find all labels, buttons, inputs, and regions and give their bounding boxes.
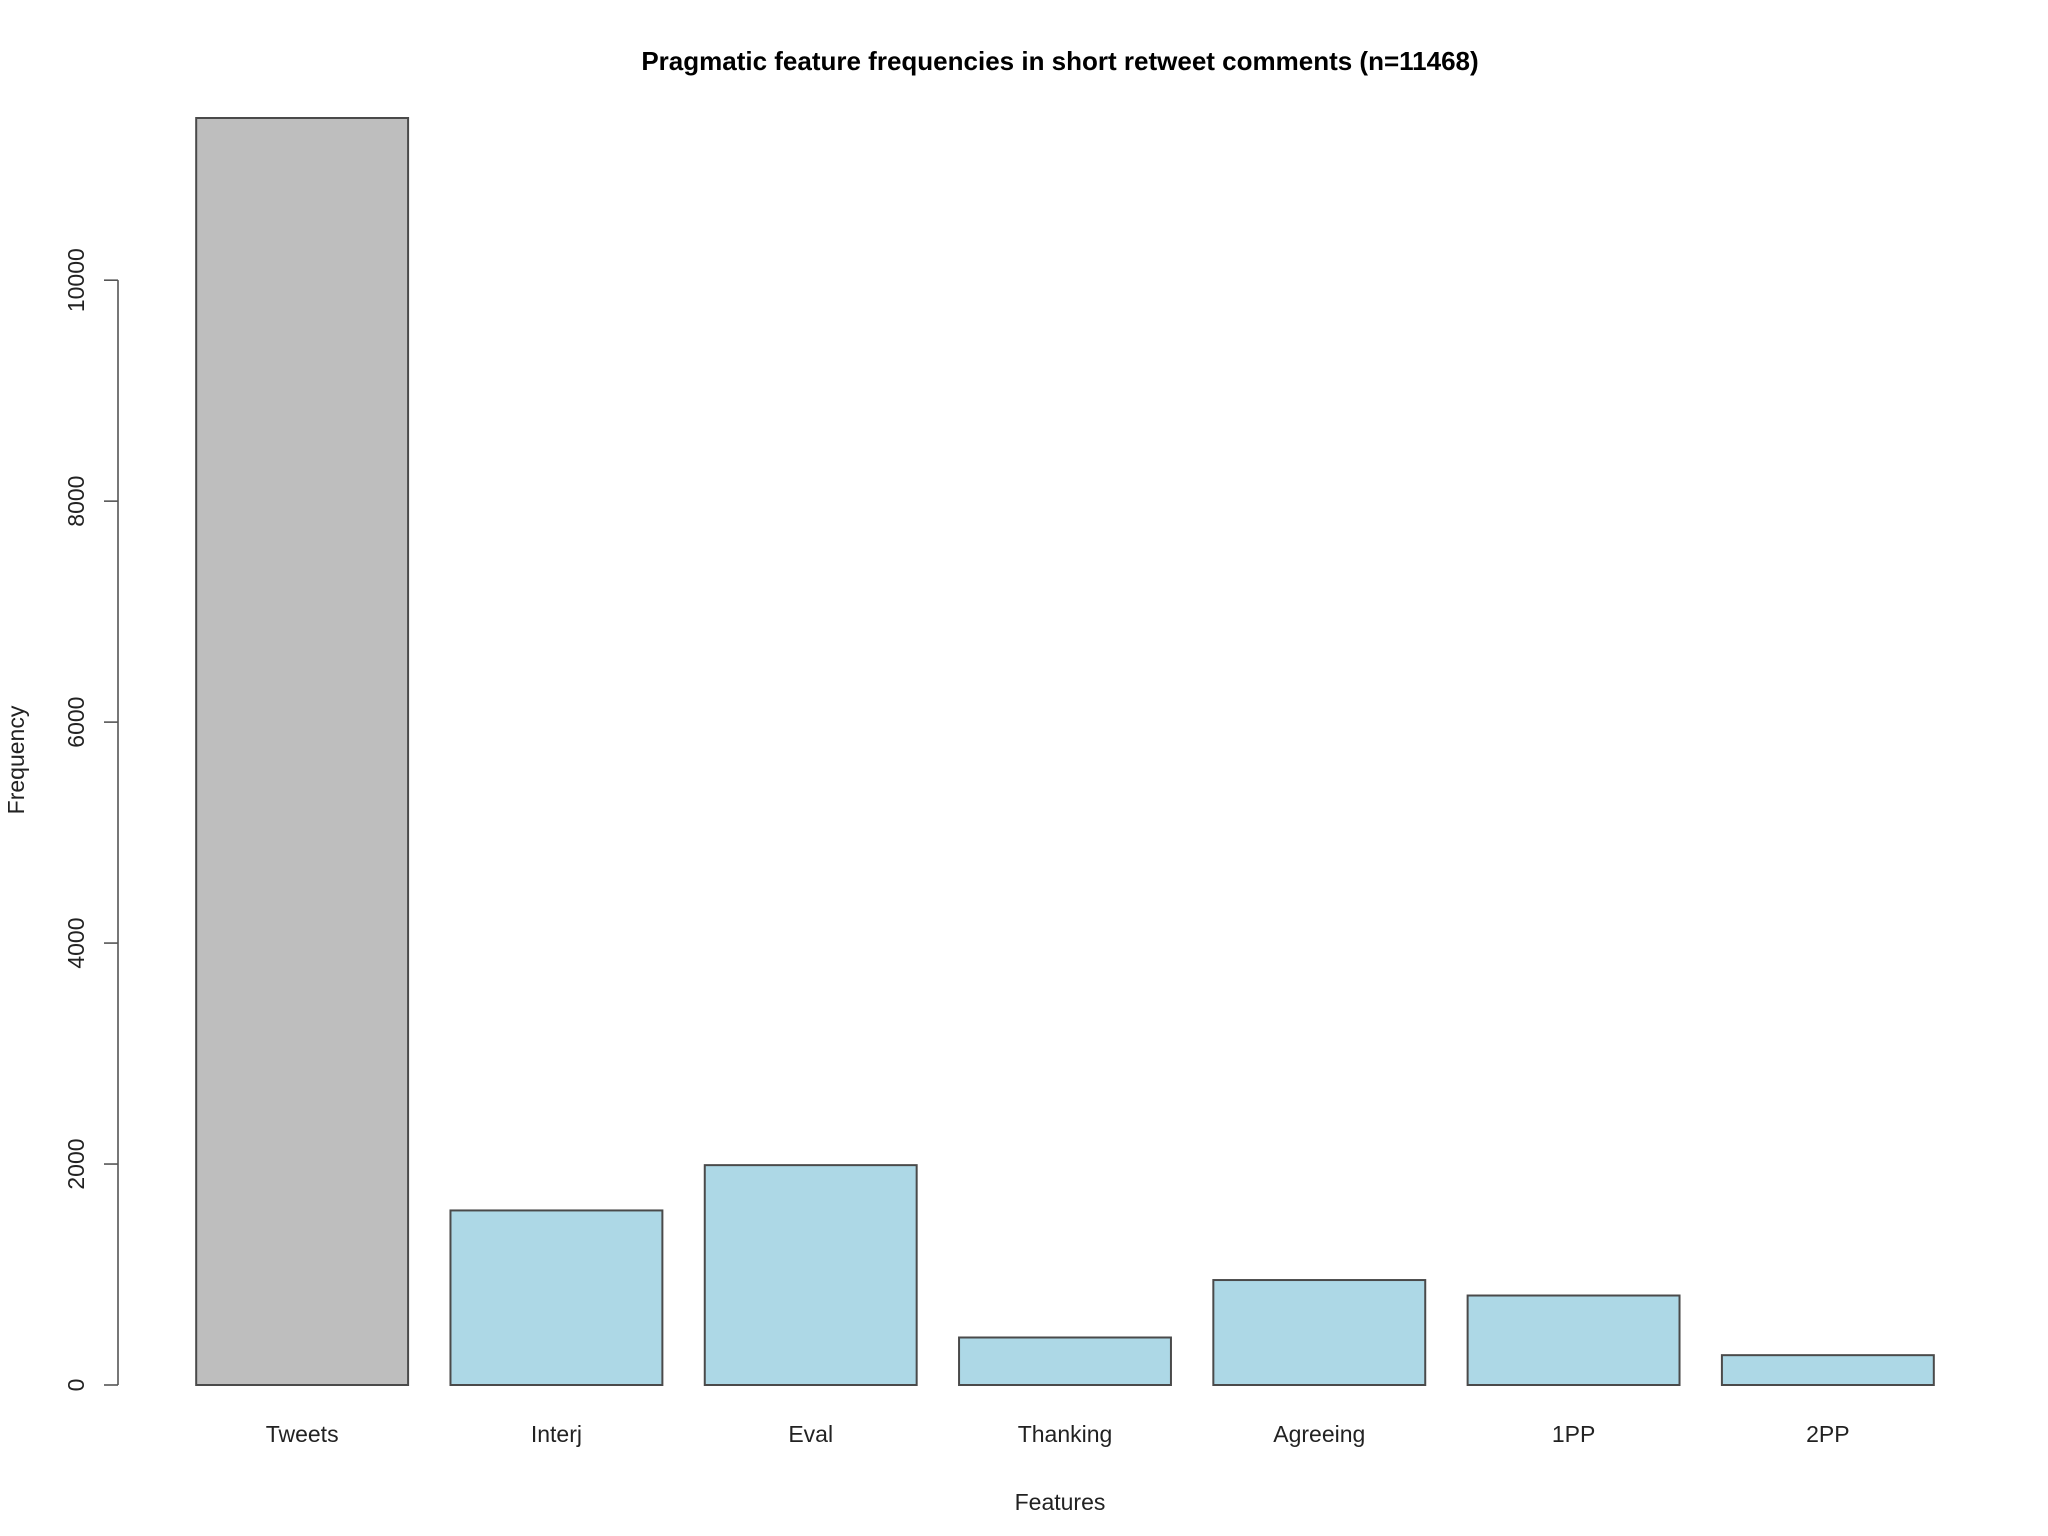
y-tick-label: 10000 — [63, 248, 89, 312]
x-tick-label: 1PP — [1552, 1421, 1595, 1447]
bar-agreeing — [1212, 1279, 1427, 1386]
y-axis: 0 2000 4000 6000 8000 10000 — [63, 248, 119, 1392]
y-axis-title: Frequency — [3, 705, 29, 814]
bar-series — [195, 117, 1935, 1387]
y-tick-label: 8000 — [63, 476, 89, 527]
bar-tweets — [195, 117, 410, 1386]
x-tick-label: Thanking — [1018, 1421, 1113, 1447]
x-tick-label: Interj — [531, 1421, 582, 1447]
bar-eval — [703, 1164, 918, 1386]
y-tick-label: 4000 — [63, 917, 89, 968]
bar-2pp — [1720, 1354, 1935, 1387]
y-tick-label: 0 — [63, 1379, 89, 1392]
x-tick-label: Eval — [788, 1421, 833, 1447]
x-tick-label: 2PP — [1806, 1421, 1849, 1447]
bar-1pp — [1466, 1294, 1681, 1387]
x-tick-label: Agreeing — [1273, 1421, 1365, 1447]
y-tick-label: 2000 — [63, 1138, 89, 1189]
bar-interj — [449, 1209, 664, 1386]
y-tick-label: 6000 — [63, 697, 89, 748]
x-axis-title: Features — [1015, 1489, 1106, 1515]
x-axis-category-labels: Tweets Interj Eval Thanking Agreeing 1PP 2PP — [266, 1421, 1850, 1447]
x-tick-label: Tweets — [266, 1421, 339, 1447]
chart-title: Pragmatic feature frequencies in short r… — [641, 46, 1478, 76]
bar-thanking — [958, 1336, 1172, 1387]
